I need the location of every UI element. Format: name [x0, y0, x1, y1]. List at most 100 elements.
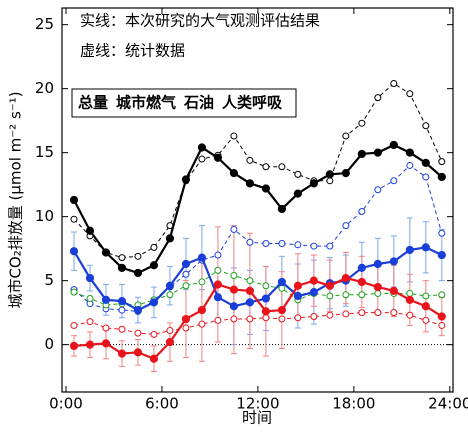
- marker: [245, 179, 255, 188]
- open-marker: [214, 316, 222, 324]
- marker: [293, 291, 302, 301]
- open-marker: [118, 254, 126, 262]
- open-marker: [118, 306, 126, 314]
- marker: [181, 259, 191, 269]
- plot-frame: [61, 7, 454, 393]
- open-marker: [262, 314, 270, 322]
- open-marker: [278, 284, 286, 292]
- open-marker: [166, 291, 174, 299]
- open-marker: [70, 288, 78, 296]
- marker: [373, 259, 382, 269]
- open-marker: [390, 80, 398, 88]
- open-marker: [358, 291, 366, 299]
- open-marker: [86, 295, 94, 303]
- marker: [213, 293, 223, 302]
- open-marker: [342, 222, 350, 230]
- open-marker: [342, 310, 350, 318]
- open-marker: [390, 177, 398, 185]
- open-marker: [310, 242, 318, 250]
- marker: [117, 349, 127, 358]
- dashed-line: [73, 312, 442, 335]
- open-marker: [342, 291, 350, 299]
- marker: [149, 261, 159, 270]
- x-tick-label: 24:00: [428, 395, 468, 413]
- open-marker: [118, 325, 126, 333]
- legend-entry: 城市燃气: [116, 94, 176, 112]
- marker: [165, 337, 175, 347]
- open-marker: [422, 173, 430, 181]
- line: [73, 143, 443, 275]
- marker: [357, 277, 366, 287]
- x-tick-label: 18:00: [332, 395, 375, 413]
- open-marker: [294, 314, 302, 322]
- open-marker: [278, 163, 286, 171]
- open-marker: [230, 132, 238, 140]
- marker: [197, 305, 207, 315]
- open-marker: [406, 289, 414, 297]
- open-marker: [342, 132, 350, 140]
- marker: [293, 281, 302, 290]
- open-marker: [326, 292, 334, 300]
- marker: [421, 158, 430, 167]
- open-marker: [326, 242, 334, 250]
- marker: [85, 226, 95, 235]
- marker: [197, 253, 207, 262]
- marker: [373, 282, 382, 292]
- marker: [149, 354, 159, 363]
- open-marker: [406, 161, 414, 169]
- x-axis-label: 时间: [242, 409, 272, 427]
- open-marker: [262, 282, 270, 290]
- annotation: 虚线：统计数据: [80, 42, 185, 60]
- marker: [309, 179, 318, 188]
- open-marker: [134, 252, 142, 260]
- marker: [181, 175, 191, 184]
- marker: [293, 189, 302, 198]
- open-marker: [198, 278, 206, 286]
- open-marker: [374, 289, 382, 297]
- open-marker: [438, 291, 446, 299]
- marker: [309, 276, 318, 285]
- marker: [117, 297, 127, 306]
- open-marker: [246, 277, 254, 285]
- marker: [165, 234, 175, 243]
- legend-entry: 总量: [78, 94, 108, 112]
- marker: [389, 257, 398, 266]
- marker: [357, 149, 366, 159]
- marker: [325, 281, 334, 290]
- open-marker: [262, 163, 270, 171]
- marker: [165, 281, 175, 290]
- marker: [405, 295, 414, 304]
- marker: [341, 273, 350, 283]
- open-marker: [230, 315, 238, 323]
- open-marker: [246, 238, 254, 246]
- marker: [437, 312, 446, 321]
- x-tick-label: 6:00: [145, 395, 179, 413]
- marker: [341, 169, 350, 178]
- legend-entry: 石油: [183, 94, 214, 112]
- open-marker: [262, 240, 270, 248]
- open-marker: [214, 251, 222, 259]
- legend-entry: 人类呼吸: [222, 94, 283, 112]
- marker: [101, 295, 111, 304]
- open-marker: [198, 155, 206, 163]
- y-tick-label: 25: [35, 15, 54, 33]
- marker: [245, 286, 255, 295]
- y-tick-label: 5: [44, 271, 54, 289]
- marker: [69, 195, 79, 205]
- y-axis-label: 城市CO₂排放量 (μmol m⁻² s⁻¹): [7, 91, 25, 308]
- y-tick-label: 20: [35, 79, 54, 97]
- open-marker: [150, 243, 158, 251]
- open-marker: [374, 94, 382, 102]
- open-marker: [230, 225, 238, 233]
- annotation: 实线：本次研究的大气观测评估结果: [80, 12, 320, 30]
- open-marker: [326, 177, 334, 185]
- open-marker: [70, 215, 78, 223]
- marker: [229, 302, 239, 311]
- open-marker: [278, 240, 286, 248]
- marker: [421, 243, 430, 252]
- marker: [261, 184, 270, 193]
- open-marker: [246, 315, 254, 323]
- marker: [229, 285, 239, 294]
- open-marker: [358, 208, 366, 216]
